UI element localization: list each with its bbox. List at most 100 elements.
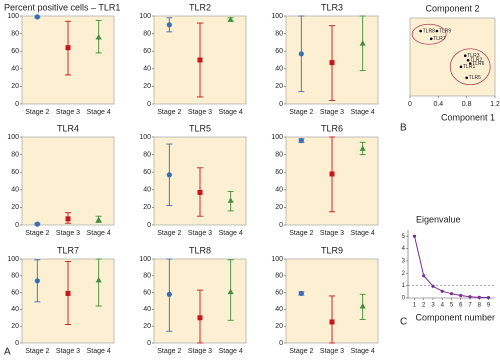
panel-label: B: [400, 123, 407, 134]
marker: [166, 172, 172, 178]
point: [449, 292, 454, 296]
point-label: TLR2: [470, 58, 482, 64]
y-tick-label: 0: [15, 222, 19, 229]
y-tick-label: 40: [143, 187, 151, 194]
x-tick-label: 3: [431, 303, 435, 309]
y-tick-label: 3: [402, 258, 406, 264]
y-tick-label: 100: [139, 134, 151, 141]
y-tick-label: 20: [143, 323, 151, 330]
point-label: TLR9: [439, 28, 451, 34]
cluster-outline: [449, 48, 491, 86]
y-tick-label: 60: [143, 48, 151, 55]
chart-title: Percent positive cells – TLR1: [4, 2, 120, 12]
point: [465, 76, 468, 80]
marker: [197, 57, 203, 63]
x-tick-label: 9: [487, 303, 491, 309]
chart-title: Eigenvalue: [416, 214, 461, 224]
marker: [34, 221, 40, 227]
y-tick-label: 60: [275, 169, 283, 176]
y-tick-label: 5: [402, 234, 406, 240]
chart-title: TLR2: [189, 2, 211, 12]
y-tick-label: 2: [402, 271, 406, 277]
y-tick-label: 100: [7, 13, 19, 20]
x-axis-label: Component number: [415, 312, 495, 322]
x-tick-label: Stage 3: [56, 230, 80, 237]
y-tick-label: 0: [279, 222, 283, 229]
x-tick-label: Stage 2: [289, 230, 313, 237]
y-tick-label: 80: [11, 273, 19, 280]
y-tick-label: 60: [275, 289, 283, 296]
marker: [34, 14, 40, 20]
y-tick-label: 20: [11, 204, 19, 211]
marker: [166, 291, 172, 297]
y-tick-label: 1: [402, 283, 406, 289]
x-tick-label: Stage 2: [157, 109, 181, 116]
x-tick-label: Stage 2: [25, 348, 49, 355]
y-tick-label: 40: [275, 306, 283, 313]
x-tick-label: Stage 4: [351, 348, 375, 355]
plot-area: [21, 136, 115, 226]
y-tick-label: 80: [143, 151, 151, 158]
y-tick-label: 0: [402, 296, 406, 302]
point-label: TLR8: [423, 28, 435, 34]
marker: [329, 319, 335, 325]
panel-label: A: [4, 347, 11, 358]
plot-area: [409, 17, 496, 97]
point: [435, 29, 439, 33]
marker: [359, 145, 366, 151]
x-tick-label: 0: [408, 101, 412, 108]
y-tick-label: 80: [11, 151, 19, 158]
y-tick-label: 0: [147, 222, 151, 229]
panel-label: C: [400, 317, 407, 328]
x-tick-label: 2: [422, 303, 426, 309]
marker: [298, 290, 304, 297]
marker: [65, 216, 71, 222]
x-tick-label: Stage 4: [87, 348, 111, 355]
point: [477, 295, 481, 299]
marker: [197, 189, 203, 195]
x-axis-label: Component 1: [441, 112, 495, 122]
x-tick-label: Stage 3: [56, 109, 80, 116]
marker: [329, 60, 335, 66]
point: [486, 296, 491, 300]
y-tick-label: 80: [143, 273, 151, 280]
marker: [95, 277, 102, 283]
chart-title: TLR6: [321, 123, 343, 133]
y-tick-label: 80: [143, 30, 151, 37]
x-tick-label: 0.8: [462, 101, 472, 108]
x-tick-label: 1.2: [490, 101, 500, 108]
point: [412, 234, 417, 238]
point-label: TLR6: [472, 61, 484, 67]
cluster-outline: [411, 23, 447, 45]
marker: [65, 290, 71, 296]
y-tick-label: 100: [7, 134, 19, 141]
x-tick-label: Stage 3: [320, 109, 344, 116]
point-label: TLR5: [469, 75, 481, 81]
y-tick-label: 60: [143, 169, 151, 176]
marker: [227, 288, 234, 295]
x-tick-label: 1: [413, 303, 417, 309]
y-tick-label: 0: [279, 101, 283, 108]
y-tick-label: 20: [275, 83, 283, 90]
y-tick-label: 60: [275, 48, 283, 55]
point-label: TLR7: [433, 36, 445, 42]
x-tick-label: 7: [468, 303, 472, 309]
y-tick-label: 80: [275, 30, 283, 37]
y-tick-label: 100: [7, 256, 19, 263]
x-tick-label: Stage 4: [87, 109, 111, 116]
line: [413, 236, 489, 299]
x-tick-label: Stage 4: [219, 109, 243, 116]
chart-title: TLR5: [189, 123, 211, 133]
y-tick-label: 20: [143, 83, 151, 90]
point: [440, 289, 444, 293]
point: [466, 58, 470, 62]
x-tick-label: Stage 4: [219, 230, 243, 237]
marker: [359, 40, 366, 46]
point: [468, 295, 472, 299]
x-tick-label: Stage 2: [289, 348, 313, 355]
x-tick-label: 8: [478, 303, 482, 309]
y-tick-label: 80: [275, 273, 283, 280]
y-tick-label: 100: [271, 13, 283, 20]
point: [419, 29, 422, 33]
